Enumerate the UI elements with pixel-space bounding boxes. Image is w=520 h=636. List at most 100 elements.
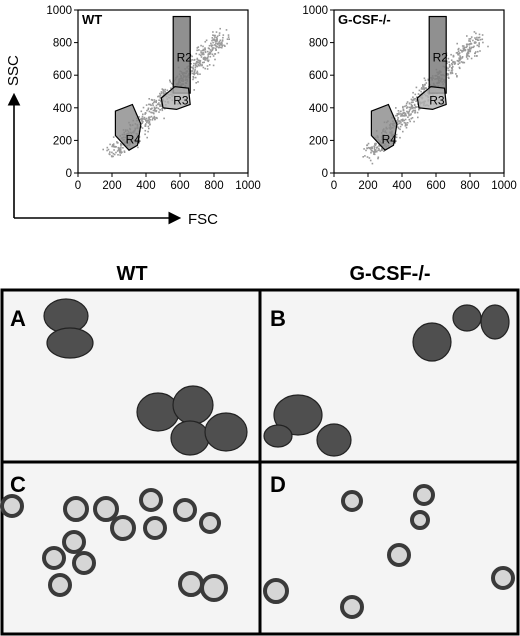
event-point: [370, 149, 373, 152]
event-point: [213, 34, 215, 37]
event-point: [466, 43, 468, 46]
event-point: [405, 102, 408, 105]
event-point: [402, 130, 404, 133]
cell: [46, 327, 94, 359]
event-point: [155, 110, 157, 113]
event-point: [410, 103, 413, 106]
x-tick-label: 200: [102, 180, 121, 192]
cell: [110, 515, 136, 541]
event-point: [197, 64, 200, 67]
event-point: [452, 54, 455, 57]
event-point: [450, 69, 453, 72]
event-point: [195, 52, 198, 55]
x-tick-label: 800: [460, 180, 479, 192]
event-point: [396, 113, 399, 115]
event-point: [155, 101, 157, 104]
event-point: [409, 114, 412, 116]
event-point: [170, 87, 172, 89]
event-point: [414, 109, 417, 112]
event-point: [371, 146, 373, 149]
event-point: [211, 37, 214, 39]
event-point: [415, 86, 418, 89]
event-point: [222, 36, 224, 39]
event-point: [422, 85, 424, 87]
event-point: [193, 89, 195, 91]
y-tick-label: 1000: [46, 5, 72, 17]
cell: [387, 543, 411, 567]
event-point: [467, 49, 470, 51]
cell: [491, 566, 515, 590]
cell: [340, 595, 364, 619]
event-point: [116, 150, 119, 152]
event-point: [221, 46, 223, 49]
event-point: [144, 113, 146, 115]
event-point: [459, 56, 462, 59]
event-point: [152, 101, 155, 104]
event-point: [212, 41, 214, 44]
event-point: [226, 38, 229, 40]
event-point: [115, 146, 117, 148]
event-point: [203, 53, 205, 56]
event-point: [370, 148, 372, 150]
event-point: [214, 45, 217, 47]
event-point: [411, 117, 414, 119]
event-point: [467, 53, 469, 55]
event-point: [221, 45, 223, 47]
event-point: [377, 157, 379, 160]
event-point: [473, 45, 475, 48]
event-point: [214, 44, 216, 46]
event-point: [425, 82, 428, 84]
event-point: [452, 61, 454, 64]
event-point: [464, 46, 466, 49]
event-point: [446, 62, 448, 65]
event-point: [478, 42, 480, 44]
panel-label: A: [10, 306, 26, 331]
event-point: [141, 115, 144, 118]
event-point: [204, 50, 207, 53]
event-point: [487, 45, 489, 48]
event-point: [142, 120, 144, 123]
event-point: [144, 133, 146, 136]
event-point: [119, 148, 122, 151]
event-point: [217, 42, 220, 44]
event-point: [214, 36, 216, 39]
event-point: [212, 55, 215, 57]
event-point: [194, 63, 197, 65]
event-point: [216, 38, 218, 40]
event-point: [191, 55, 193, 58]
event-point: [218, 34, 221, 36]
cell: [48, 573, 72, 597]
event-point: [376, 150, 378, 153]
event-point: [215, 40, 217, 42]
event-point: [212, 44, 214, 47]
event-point: [475, 51, 477, 53]
event-point: [155, 99, 158, 102]
event-point: [411, 105, 413, 107]
event-point: [211, 48, 214, 51]
event-point: [401, 115, 404, 117]
event-point: [395, 114, 397, 117]
event-point: [411, 107, 413, 109]
event-point: [383, 150, 385, 152]
event-point: [159, 95, 162, 97]
event-point: [170, 82, 173, 85]
event-point: [412, 109, 414, 112]
event-point: [219, 46, 221, 49]
event-point: [479, 50, 481, 52]
cell: [452, 304, 482, 332]
panel-label: D: [270, 472, 286, 497]
cell: [341, 490, 363, 512]
event-point: [206, 57, 208, 60]
event-point: [448, 61, 450, 63]
x-tick-label: 400: [136, 180, 155, 192]
cell: [62, 530, 86, 554]
event-point: [148, 127, 150, 130]
event-point: [161, 109, 164, 112]
event-point: [466, 35, 468, 37]
event-point: [481, 38, 484, 41]
event-point: [148, 98, 150, 100]
event-point: [460, 61, 463, 63]
event-point: [144, 124, 147, 126]
event-point: [414, 93, 417, 96]
event-point: [421, 87, 423, 89]
